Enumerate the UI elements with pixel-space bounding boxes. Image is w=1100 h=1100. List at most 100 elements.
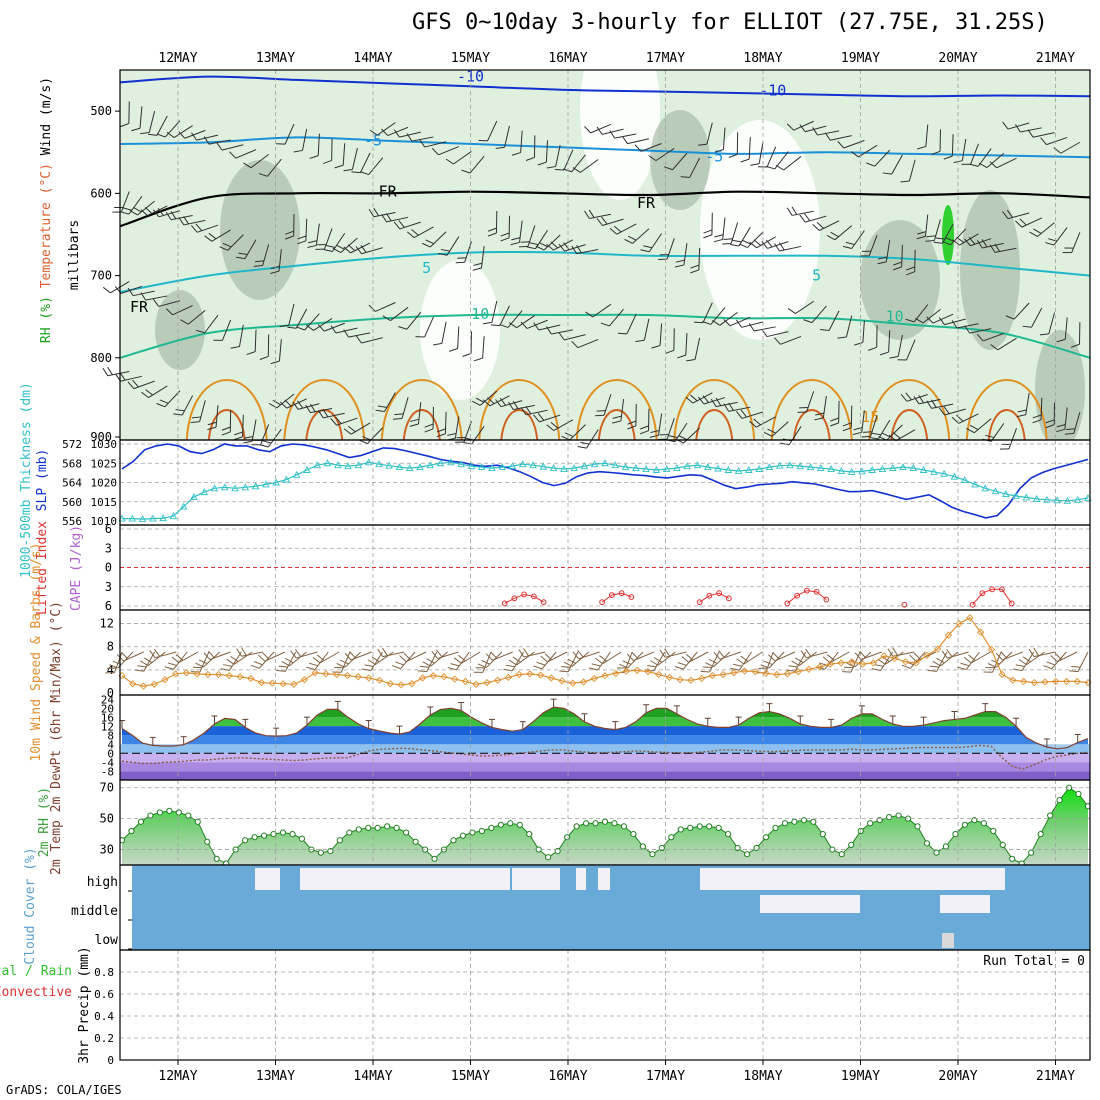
wind-barb-feather <box>145 389 154 396</box>
wind-barb-feather <box>422 661 432 667</box>
thickness-tick-label: 556 <box>62 515 82 528</box>
wind-speed-point <box>848 658 856 666</box>
wind-barb-feather <box>931 150 941 155</box>
lifted-index-point <box>501 600 508 607</box>
wind-barb-feather <box>381 128 389 136</box>
thickness-point <box>313 461 322 469</box>
thickness-point <box>282 475 291 483</box>
wind-barb <box>719 311 738 326</box>
wind-barb-feather <box>990 344 999 351</box>
wind-barb-feather <box>1033 647 1040 656</box>
wind-barb <box>444 411 447 434</box>
wind-barb <box>741 411 764 419</box>
wind-barb-feather <box>1053 147 1062 154</box>
precip-tick-label: 0.8 <box>94 966 114 979</box>
wind-barb-feather <box>246 351 256 356</box>
temp-contour-20 <box>597 409 636 440</box>
wind-barb-feather <box>763 660 773 666</box>
wind-barb-feather <box>1039 333 1049 336</box>
wind-barb <box>296 651 318 659</box>
wind-barb-feather <box>140 209 148 216</box>
wind-barb <box>196 134 219 141</box>
wind-barb-feather <box>558 332 565 341</box>
wind-barb-feather <box>518 649 525 658</box>
wind-barb-feather <box>837 140 845 149</box>
wind-barb-feather <box>946 649 953 658</box>
wind-barb <box>170 215 193 221</box>
thickness-point <box>590 460 599 468</box>
wind-barb <box>457 326 460 349</box>
temp-tick-label: -4 <box>101 756 115 769</box>
wind-barb-feather <box>703 229 713 234</box>
li-tick-label: 0 <box>105 561 112 575</box>
wind-barb-feather <box>712 320 721 326</box>
wind-barb <box>302 128 308 151</box>
wind-barb-feather <box>458 654 466 662</box>
wind-barb-feather <box>393 417 403 420</box>
wind-barb-feather <box>774 243 780 252</box>
rh-point <box>999 841 1006 849</box>
wind-speed-point <box>912 659 920 667</box>
wind-barb-feather <box>393 129 400 138</box>
wind-barb-feather <box>786 207 793 216</box>
thickness-point <box>508 462 517 470</box>
wind-barb <box>424 141 447 148</box>
slp-axis-title: SLP (mb) <box>35 449 50 512</box>
wind-barb <box>870 415 878 437</box>
wind-barb <box>244 239 257 259</box>
wind-barb <box>446 236 460 256</box>
rh-point <box>166 807 173 815</box>
temp-tick-label: 12 <box>101 720 114 733</box>
wind-barb-feather <box>768 654 776 662</box>
wind-barb <box>918 398 941 405</box>
wind-barb <box>685 333 688 356</box>
wind-barb <box>288 303 295 326</box>
slp-tick-label: 1030 <box>91 438 118 451</box>
wind-barb <box>830 135 852 141</box>
wind-barb-feather <box>473 262 483 266</box>
wind-barb-feather <box>394 413 404 416</box>
wind-barb <box>888 330 891 353</box>
thickness-point <box>858 467 866 475</box>
wind-barb <box>507 310 523 328</box>
rh-tick-label: 50 <box>100 812 114 826</box>
wind-barb-feather <box>361 668 371 672</box>
wind-barb-feather <box>826 235 836 241</box>
wind-barb <box>653 651 666 672</box>
wind-barb-feather <box>447 667 457 671</box>
contour-label: -5 <box>705 147 723 165</box>
wind-barb-feather <box>478 139 488 142</box>
thickness-point <box>498 463 506 471</box>
wind-speed-point <box>826 660 835 668</box>
wind-speed-point <box>612 669 620 677</box>
wind-barb <box>633 651 655 662</box>
wind-barb-feather <box>567 658 577 664</box>
thickness-point <box>693 461 702 469</box>
wind-barb-feather <box>580 441 590 445</box>
wind-barb <box>239 324 244 347</box>
rh-point <box>516 821 523 828</box>
date-label-bottom: 12MAY <box>158 1069 197 1084</box>
wind-speed-point <box>697 674 706 683</box>
rh-point <box>1028 849 1035 856</box>
wind-barb <box>982 332 1004 342</box>
wind-barb-feather <box>824 132 831 141</box>
thickness-point <box>775 461 784 469</box>
wind-barb-feather <box>500 232 510 237</box>
thickness-tick-label: 564 <box>62 477 82 490</box>
wind-speed-point <box>418 674 427 682</box>
wind-barb-feather <box>715 397 722 406</box>
wind-barb <box>500 400 523 408</box>
wind-barb-feather <box>375 409 385 413</box>
wind-barb <box>455 651 470 671</box>
wind-barb-feather <box>546 424 554 431</box>
wind-barb <box>382 651 405 658</box>
wind-barb-feather <box>800 650 807 658</box>
wind-barb-feather <box>500 237 510 242</box>
wind-barb-feather <box>147 133 158 136</box>
wind-barb-feather <box>448 348 458 352</box>
wind-barb-feather <box>612 415 622 419</box>
wind-barb-feather <box>650 660 659 666</box>
wind-barb-feather <box>539 242 548 248</box>
wind-speed-point <box>655 670 663 679</box>
